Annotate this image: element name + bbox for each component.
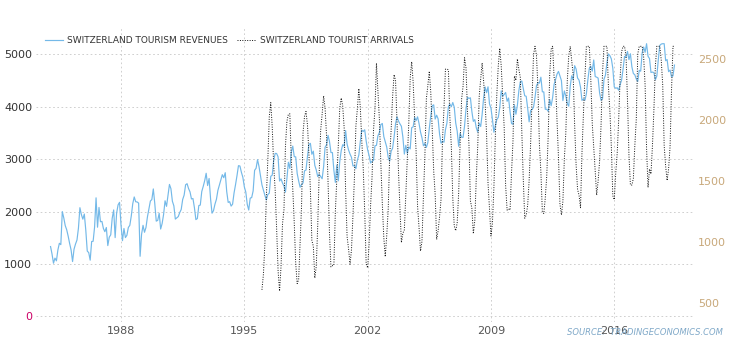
SWITZERLAND TOURIST ARRIVALS [531, 44, 539, 48]
Line: SWITZERLAND TOURIST ARRIVALS: SWITZERLAND TOURIST ARRIVALS [262, 46, 675, 291]
SWITZERLAND TOURISM REVENUES [670, 63, 679, 67]
SWITZERLAND TOURIST ARRIVALS [622, 54, 631, 58]
Legend: SWITZERLAND TOURISM REVENUES, SWITZERLAND TOURIST ARRIVALS: SWITZERLAND TOURISM REVENUES, SWITZERLAN… [41, 33, 417, 49]
Text: SOURCE:  TRADINGECONOMICS.COM: SOURCE: TRADINGECONOMICS.COM [566, 328, 723, 337]
SWITZERLAND TOURIST ARRIVALS [275, 289, 284, 293]
SWITZERLAND TOURIST ARRIVALS [374, 90, 383, 94]
SWITZERLAND TOURIST ARRIVALS [290, 221, 299, 225]
SWITZERLAND TOURISM REVENUES [605, 54, 614, 58]
Line: SWITZERLAND TOURISM REVENUES: SWITZERLAND TOURISM REVENUES [50, 44, 675, 263]
SWITZERLAND TOURISM REVENUES [642, 42, 651, 46]
SWITZERLAND TOURIST ARRIVALS [670, 44, 679, 48]
SWITZERLAND TOURISM REVENUES [46, 244, 55, 249]
SWITZERLAND TOURIST ARRIVALS [545, 73, 554, 78]
SWITZERLAND TOURIST ARRIVALS [258, 288, 266, 292]
SWITZERLAND TOURISM REVENUES [312, 168, 320, 172]
SWITZERLAND TOURISM REVENUES [49, 261, 58, 265]
SWITZERLAND TOURIST ARRIVALS [496, 46, 504, 50]
SWITZERLAND TOURISM REVENUES [107, 233, 115, 237]
SWITZERLAND TOURISM REVENUES [171, 217, 180, 221]
SWITZERLAND TOURIST ARRIVALS [353, 107, 362, 111]
SWITZERLAND TOURISM REVENUES [299, 181, 307, 185]
SWITZERLAND TOURISM REVENUES [598, 97, 607, 101]
